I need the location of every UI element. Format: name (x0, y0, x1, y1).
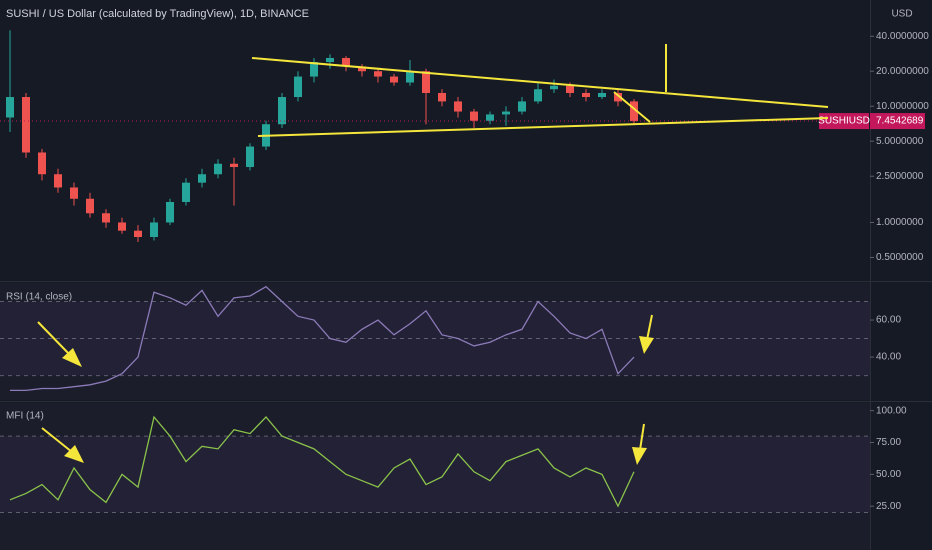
arrow-head (632, 447, 647, 465)
chart-title: SUSHI / US Dollar (calculated by Trading… (6, 8, 309, 20)
trend-line (257, 117, 829, 137)
candle-body (70, 187, 78, 199)
axis-unit: USD (891, 9, 912, 20)
candle-body (22, 97, 30, 153)
candle-body (38, 152, 46, 175)
candle-body (342, 57, 350, 67)
candle-body (470, 111, 478, 121)
price-badge (870, 113, 925, 130)
candle-body (438, 92, 446, 102)
trend-line (251, 57, 829, 108)
band-fill (0, 436, 870, 513)
candle-body (166, 202, 174, 223)
candle-body (454, 101, 462, 112)
candle-body (422, 71, 430, 93)
y-tick-label: 0.5000000 (876, 252, 924, 263)
y-tick-label: 40.00 (876, 352, 901, 363)
candle-body (614, 92, 622, 102)
y-tick-label: 50.00 (876, 469, 901, 480)
arrow (646, 314, 653, 341)
trend-line (613, 91, 651, 123)
candle-body (310, 62, 318, 77)
candle-body (118, 222, 126, 231)
candle-body (86, 198, 94, 214)
candle-body (534, 89, 542, 102)
band-fill (0, 301, 870, 376)
candle-body (502, 111, 510, 115)
candle-body (214, 163, 222, 175)
mfi-pane (0, 403, 870, 550)
candle-body (150, 222, 158, 237)
y-tick-label: 25.00 (876, 501, 901, 512)
rsi-title: RSI (14, close) (6, 292, 72, 303)
candle-body (134, 230, 142, 237)
arrow (41, 427, 73, 453)
candle-body (326, 57, 334, 63)
y-tick-label: 2.5000000 (876, 171, 924, 182)
candle-body (102, 213, 110, 223)
candle-body (390, 76, 398, 83)
candle-body (598, 92, 606, 98)
candle-body (230, 163, 238, 168)
rsi-pane (0, 283, 870, 400)
candle-body (294, 76, 302, 98)
candle-body (246, 146, 254, 168)
y-tick-label: 75.00 (876, 437, 901, 448)
arrow (639, 423, 645, 451)
arrow (37, 321, 71, 356)
drawings (37, 44, 829, 465)
y-tick-label: 100.00 (876, 405, 907, 416)
last-price-label: 7.4542689 (876, 116, 924, 127)
candle-body (518, 101, 526, 112)
candle-body (550, 85, 558, 90)
candle-body (358, 66, 366, 72)
arrow-head (62, 348, 82, 367)
arrow-head (64, 445, 84, 463)
y-tick-label: 20.0000000 (876, 66, 929, 77)
arrow-head (639, 336, 654, 354)
candle-body (582, 92, 590, 98)
candle-body (566, 85, 574, 93)
y-tick-label: 10.0000000 (876, 101, 929, 112)
candle-body (630, 101, 638, 122)
candle-body (54, 174, 62, 188)
candle-body (198, 174, 206, 183)
symbol-label: SUSHIUSD (818, 116, 870, 127)
indicator-line (10, 285, 635, 392)
candle-body (486, 114, 494, 121)
y-tick-label: 60.00 (876, 315, 901, 326)
y-tick-label: 1.0000000 (876, 217, 924, 228)
candle-body (374, 71, 382, 77)
y-tick-label: 40.0000000 (876, 31, 929, 42)
y-tick-label: 5.0000000 (876, 136, 924, 147)
plot: 40.0000000 20.0000000 10.0000000 5.0000000 2… (0, 30, 929, 514)
candle-body (6, 97, 14, 118)
candle-body (406, 71, 414, 83)
mfi-title: MFI (14) (6, 411, 44, 422)
candle-body (182, 182, 190, 203)
candle-body (278, 97, 286, 125)
symbol-badge (819, 113, 869, 130)
indicator-line (9, 415, 635, 508)
